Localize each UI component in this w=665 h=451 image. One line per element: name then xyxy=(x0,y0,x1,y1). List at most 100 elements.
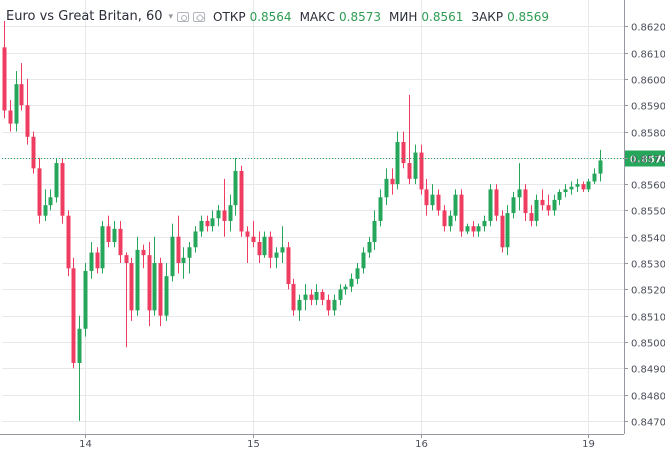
candle-body xyxy=(575,184,580,187)
candle-body xyxy=(210,218,215,227)
candle-body xyxy=(355,268,360,279)
price-tick-label: 0.8520 xyxy=(631,286,665,297)
price-tick-label: 0.8500 xyxy=(631,339,665,350)
chevron-down-icon[interactable]: ▾ xyxy=(168,11,174,22)
candle-body xyxy=(390,178,395,185)
gear-icon[interactable] xyxy=(193,11,206,22)
time-tick-label: 16 xyxy=(415,439,428,450)
candle-body xyxy=(100,226,105,269)
candle-body xyxy=(274,252,279,258)
high-label: МАКС xyxy=(299,9,336,24)
candle-body xyxy=(8,110,13,124)
time-axis[interactable]: 141516192018: xyxy=(0,434,665,450)
close-label: ЗАКР xyxy=(471,9,504,24)
candle-body xyxy=(471,226,476,232)
candle-body xyxy=(164,276,169,316)
price-tick-label: 0.8560 xyxy=(631,181,665,192)
candle-body xyxy=(401,142,406,164)
close-value: 0.8569 xyxy=(507,9,550,24)
candle-body xyxy=(546,205,551,211)
candle-body xyxy=(118,228,123,256)
open-label: ОТКР xyxy=(213,9,246,24)
candle-body xyxy=(586,181,591,190)
candle-body xyxy=(239,170,244,232)
grid-lines xyxy=(2,0,624,434)
candle-body xyxy=(14,84,19,124)
candle-body xyxy=(2,47,7,111)
candle-body xyxy=(257,241,262,256)
candle-body xyxy=(228,205,233,221)
candle-body xyxy=(384,178,389,198)
candle-body xyxy=(187,247,192,258)
price-tick-label: 0.8590 xyxy=(631,102,665,113)
candle-body xyxy=(436,194,441,211)
time-tick-label: 19 xyxy=(582,439,595,450)
candle-body xyxy=(205,220,210,227)
low-value: 0.8561 xyxy=(421,9,464,24)
price-tick-label: 0.8570 xyxy=(631,155,665,166)
candle-body xyxy=(529,213,534,221)
eye-icon[interactable] xyxy=(177,11,190,22)
candle-body xyxy=(48,197,53,206)
price-tick-label: 0.8550 xyxy=(631,207,665,218)
candle-body xyxy=(540,199,545,206)
candle-body xyxy=(476,226,481,232)
candle-body xyxy=(280,247,285,253)
candle-body xyxy=(581,184,586,190)
candle-body xyxy=(442,210,447,227)
candle-body xyxy=(77,328,82,363)
candle-body xyxy=(199,220,204,232)
candle-body xyxy=(569,186,574,190)
candle-body xyxy=(83,270,88,329)
candle-body xyxy=(135,249,140,311)
candle-body xyxy=(297,299,302,311)
candle-body xyxy=(233,170,238,206)
candle-body xyxy=(372,220,377,242)
candle-body xyxy=(424,189,429,206)
candle-body xyxy=(31,136,36,169)
candle-body xyxy=(54,163,59,198)
last-price-label: 0.8570 xyxy=(630,155,665,166)
candle-body xyxy=(349,278,354,287)
price-tick-label: 0.8610 xyxy=(631,50,665,61)
candle-body xyxy=(367,241,372,253)
candle-body xyxy=(465,226,470,232)
candle-body xyxy=(43,205,48,216)
candle-body xyxy=(552,199,557,211)
price-axis[interactable]: 0.8620 0.8610 0.8600 0.8590 0.8580 0.8570 0.85… xyxy=(624,0,665,434)
price-tick-label: 0.8470 xyxy=(631,418,665,429)
candle-body xyxy=(557,192,562,200)
candle-body xyxy=(598,160,603,174)
candle-body xyxy=(262,236,267,256)
candle-body xyxy=(482,220,487,227)
price-tick-label: 0.8600 xyxy=(631,76,665,87)
candle-body xyxy=(112,228,117,242)
candle-body xyxy=(106,226,111,242)
candle-body xyxy=(523,189,528,214)
candle-body xyxy=(303,294,308,300)
candle-body xyxy=(268,236,273,258)
candle-body xyxy=(494,189,499,216)
candle-body xyxy=(291,284,296,311)
open-value: 0.8564 xyxy=(249,9,292,24)
candle-body xyxy=(19,84,24,106)
price-tick-label: 0.8480 xyxy=(631,392,665,403)
candle-body xyxy=(320,291,325,300)
candles xyxy=(2,21,603,421)
candle-body xyxy=(413,152,418,179)
price-tick-label: 0.8490 xyxy=(631,365,665,376)
candle-body xyxy=(343,286,348,290)
candle-body xyxy=(286,247,291,285)
candle-body xyxy=(500,215,505,248)
candle-body xyxy=(448,215,453,227)
candle-body xyxy=(332,299,337,311)
candle-body xyxy=(488,189,493,221)
candle-body xyxy=(141,249,146,256)
candle-body xyxy=(60,163,65,216)
candle-body xyxy=(216,210,221,219)
candle-body xyxy=(158,263,163,316)
candle-body xyxy=(326,299,331,311)
symbol-title[interactable]: Euro vs Great Britan, 60 xyxy=(6,9,163,24)
last-price-line: 0.8570 xyxy=(2,150,665,167)
